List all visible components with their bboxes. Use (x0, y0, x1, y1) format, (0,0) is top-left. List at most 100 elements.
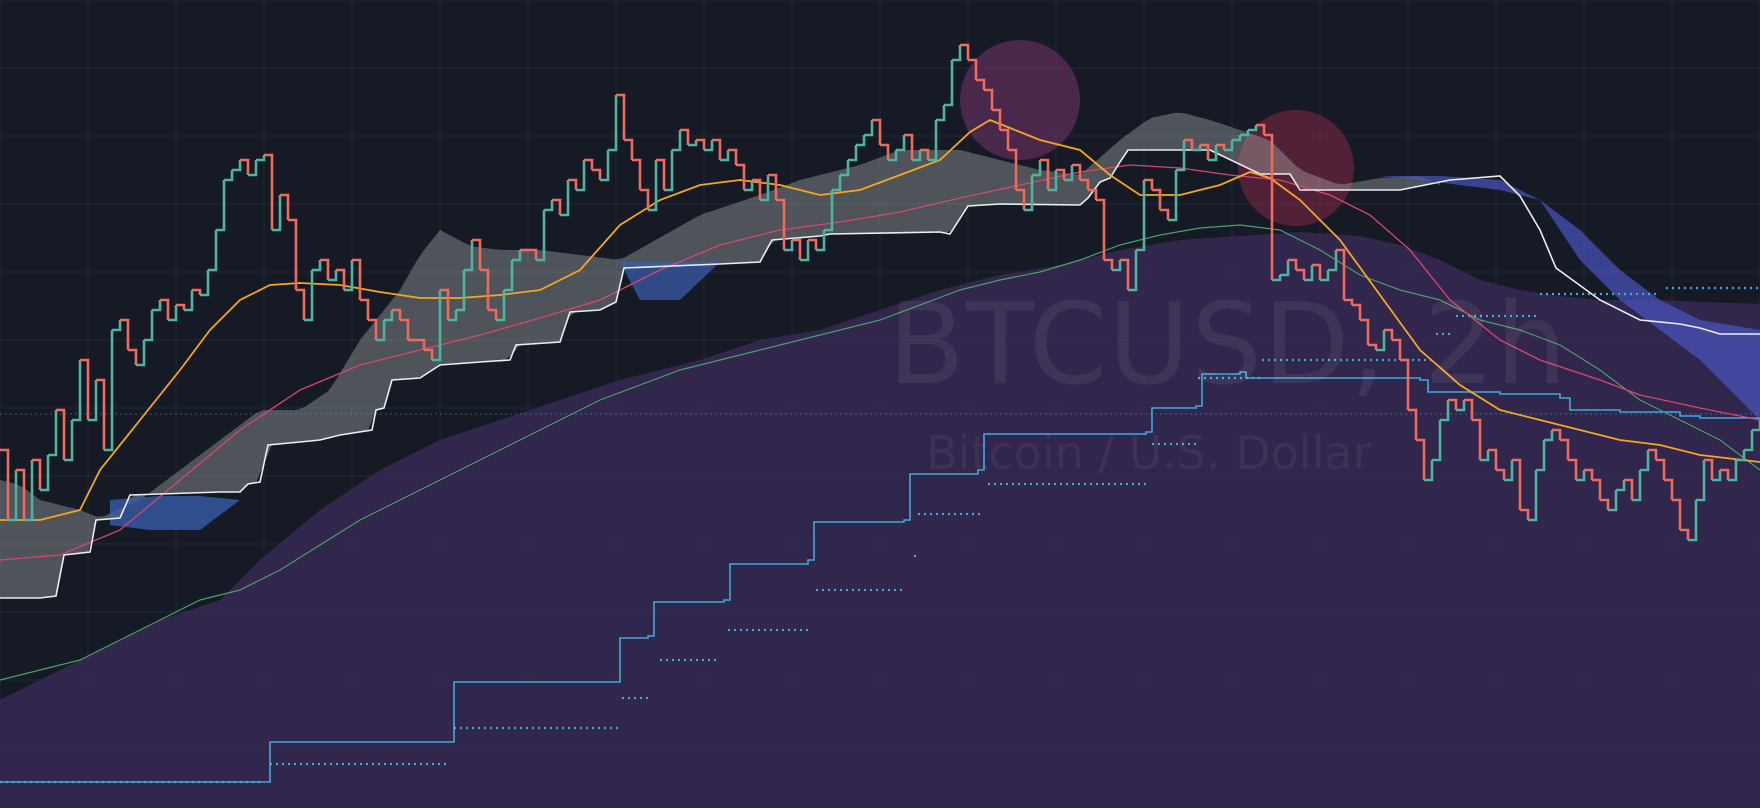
price-segment (144, 310, 154, 342)
cloud-blue-mid (620, 262, 720, 300)
price-segment (1552, 428, 1562, 440)
price-segment (240, 158, 250, 175)
price-segment (1160, 208, 1170, 220)
price-segment (952, 45, 962, 62)
price-segment (688, 140, 698, 147)
price-segment (48, 410, 58, 457)
price-segment (1008, 148, 1018, 190)
price-segment (824, 190, 834, 232)
price-segment (616, 93, 626, 140)
price-segment (320, 258, 330, 280)
price-segment (272, 195, 282, 232)
price-segment (128, 348, 138, 365)
price-segment (856, 135, 866, 147)
price-segment (696, 138, 706, 150)
price-segment (96, 378, 106, 450)
highlight-bubble-1 (960, 40, 1080, 160)
price-segment (1368, 343, 1378, 350)
price-segment (1560, 438, 1570, 460)
price-segment (664, 150, 674, 192)
price-segment (392, 308, 402, 320)
price-segment (672, 130, 682, 152)
price-segment (432, 290, 442, 362)
price-segment (1184, 138, 1194, 150)
price-segment (352, 258, 362, 300)
price-segment (928, 120, 938, 162)
price-segment (1400, 358, 1410, 410)
price-segment (728, 148, 738, 165)
price-segment (896, 135, 906, 152)
price-segment (456, 270, 466, 312)
price-segment (1672, 498, 1682, 530)
price-segment (1072, 163, 1082, 180)
price-segment (1064, 165, 1074, 182)
price-segment (32, 458, 42, 490)
price-segment (1656, 458, 1666, 480)
ema-slow-line (0, 164, 1760, 561)
price-segment (880, 143, 890, 160)
price-segment (888, 150, 898, 162)
price-segment (224, 170, 234, 182)
price-segment (544, 200, 554, 212)
price-segment (1000, 128, 1010, 150)
price-segment (136, 340, 146, 367)
price-segment (864, 120, 874, 137)
price-segment (552, 198, 562, 215)
price-segment (1312, 263, 1322, 280)
cloud-gray (0, 112, 1440, 599)
price-segment (1248, 125, 1258, 132)
price-segment (984, 88, 994, 110)
price-segment (704, 140, 714, 152)
price-segment (80, 358, 90, 420)
price-segment (1600, 498, 1610, 510)
price-segment (1384, 328, 1394, 340)
price-segment (640, 188, 650, 210)
price-segment (1504, 460, 1514, 482)
price-segment (1144, 178, 1154, 190)
price-segment (1744, 430, 1754, 452)
price-segment (816, 230, 826, 252)
price-segment (1048, 170, 1058, 192)
price-segment (1224, 140, 1234, 152)
price-segment (360, 298, 370, 320)
price-segment (992, 108, 1002, 130)
price-segment (1320, 270, 1330, 282)
price-segment (512, 250, 522, 262)
price-segment (840, 160, 850, 177)
price-segment (1296, 268, 1306, 280)
price-segment (784, 240, 794, 252)
price-segment (1544, 430, 1554, 442)
price-segment (1680, 528, 1690, 540)
price-segment (200, 270, 210, 297)
price-segment (152, 300, 162, 312)
highlight-bubble-2 (1238, 110, 1354, 226)
price-segment (792, 238, 802, 260)
price-segment (1208, 145, 1218, 162)
price-segment (1416, 438, 1426, 480)
price-segment (800, 240, 810, 262)
price-segment (1056, 168, 1066, 180)
price-segment (1304, 265, 1314, 282)
price-segment (184, 290, 194, 312)
price-segment (1104, 258, 1114, 270)
price-segment (1192, 145, 1202, 152)
price-segment (776, 198, 786, 250)
price-segment (1488, 448, 1498, 470)
price-segment (1480, 450, 1490, 462)
price-segment (256, 155, 266, 162)
price-segment (760, 175, 770, 202)
price-segment (656, 158, 666, 190)
price-segment (112, 320, 122, 332)
price-segment (1280, 260, 1290, 277)
price-segment (1080, 178, 1090, 190)
price-segment (1576, 470, 1586, 482)
price-segment (624, 138, 634, 160)
price-segment (1200, 143, 1210, 160)
price-segment (1288, 258, 1298, 270)
price-segment (1608, 490, 1618, 512)
staircase-line (0, 371, 1760, 783)
price-segment (0, 448, 10, 520)
price-segment (1536, 440, 1546, 472)
